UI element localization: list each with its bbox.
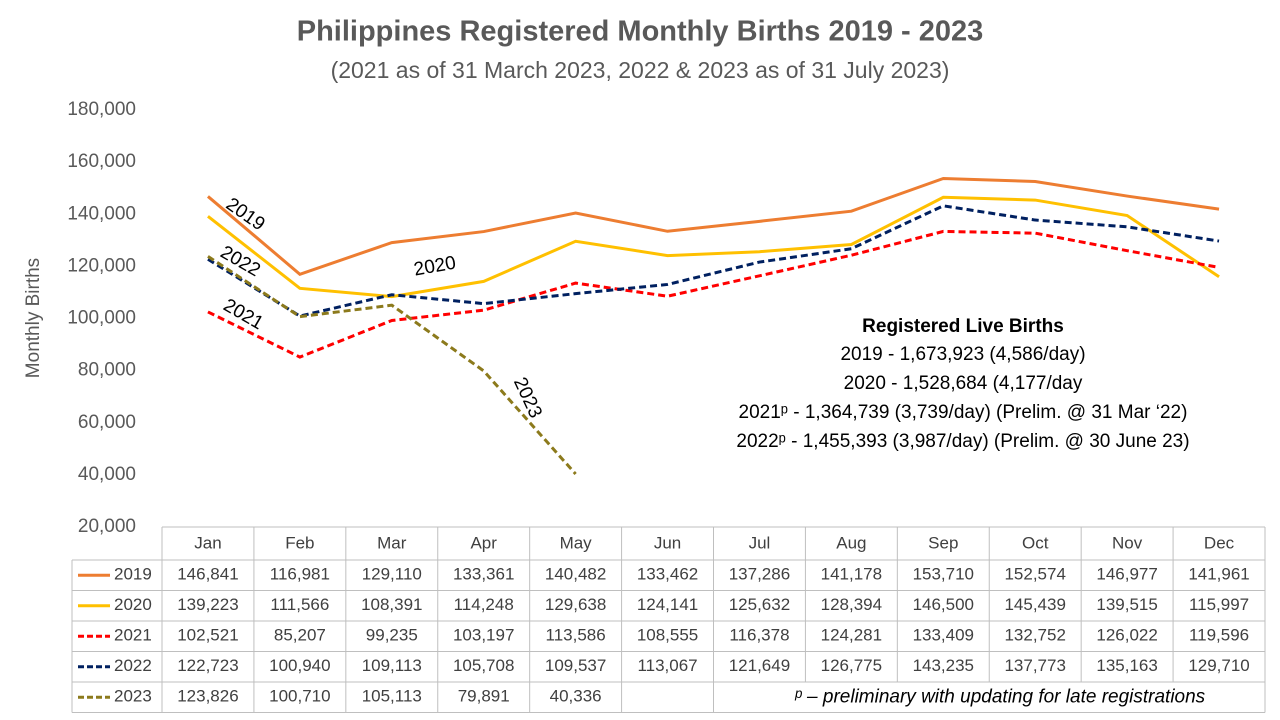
- table-value: 115,997: [1189, 595, 1249, 614]
- table-value: 116,378: [729, 626, 789, 645]
- legend-label: 2020: [114, 595, 152, 614]
- y-tick-label: 100,000: [67, 308, 136, 329]
- legend-label: 2023: [114, 687, 152, 706]
- x-tick-label: May: [560, 533, 593, 552]
- x-tick-label: Apr: [470, 533, 497, 552]
- table-value: 121,649: [729, 656, 790, 675]
- table-value: 126,022: [1096, 626, 1157, 645]
- table-value: 145,439: [1004, 595, 1065, 614]
- table-value: 129,110: [362, 565, 422, 584]
- chart-subtitle: (2021 as of 31 March 2023, 2022 & 2023 a…: [331, 57, 950, 83]
- legend-label: 2022: [114, 656, 152, 675]
- x-tick-label: Aug: [836, 533, 866, 552]
- table-value: 128,394: [821, 595, 882, 614]
- chart-title: Philippines Registered Monthly Births 20…: [297, 16, 984, 48]
- table-value: 146,500: [913, 595, 974, 614]
- table-value: 133,361: [453, 565, 514, 584]
- table-value: 129,710: [1188, 656, 1249, 675]
- table-value: 79,891: [458, 687, 510, 706]
- table-value: 100,940: [269, 656, 330, 675]
- table-value: 114,248: [454, 595, 514, 614]
- y-tick-label: 60,000: [78, 412, 136, 433]
- table-value: 111,566: [270, 595, 329, 614]
- series-line: [207, 255, 577, 475]
- table-value: 40,336: [550, 687, 602, 706]
- table-value: 132,752: [1004, 626, 1065, 645]
- table-value: 109,537: [545, 656, 606, 675]
- x-tick-label: Jan: [194, 533, 221, 552]
- y-tick-label: 120,000: [67, 255, 136, 276]
- table-value: 119,596: [1189, 626, 1249, 645]
- table-value: 123,826: [177, 687, 238, 706]
- table-value: 141,178: [821, 565, 882, 584]
- x-tick-label: Mar: [377, 533, 407, 552]
- table-value: 109,113: [362, 656, 422, 675]
- table-value: 125,632: [729, 595, 790, 614]
- table-value: 137,773: [1004, 656, 1065, 675]
- table-value: 135,163: [1096, 656, 1157, 675]
- table-value: 139,515: [1096, 595, 1157, 614]
- table-value: 99,235: [366, 626, 418, 645]
- x-tick-label: Jul: [749, 533, 771, 552]
- table-value: 124,281: [821, 626, 882, 645]
- x-tick-label: Nov: [1112, 533, 1143, 552]
- table-value: 153,710: [913, 565, 974, 584]
- table-value: 137,286: [729, 565, 790, 584]
- table-value: 126,775: [821, 656, 882, 675]
- table-value: 85,207: [274, 626, 326, 645]
- y-tick-label: 40,000: [78, 464, 136, 485]
- series-line: [206, 177, 1220, 276]
- table-value: 133,409: [913, 626, 974, 645]
- y-tick-label: 160,000: [67, 151, 136, 172]
- y-tick-label: 140,000: [67, 203, 136, 224]
- annotation-line: 2021ᵖ - 1,364,739 (3,739/day) (Prelim. @…: [739, 402, 1188, 423]
- annotation-line: 2022ᵖ - 1,455,393 (3,987/day) (Prelim. @…: [736, 431, 1189, 452]
- series-label: 2020: [412, 253, 457, 281]
- series-line: [207, 204, 1220, 318]
- table-value: 143,235: [913, 656, 974, 675]
- series-line: [207, 195, 1220, 299]
- table-value: 139,223: [177, 595, 238, 614]
- x-tick-label: Jun: [654, 533, 681, 552]
- table-value: 146,841: [177, 565, 238, 584]
- y-tick-label: 180,000: [67, 99, 136, 120]
- annotation-line: 2020 - 1,528,684 (4,177/day: [844, 373, 1083, 394]
- table-value: 124,141: [637, 595, 698, 614]
- table-value: 116,981: [270, 565, 330, 584]
- table-value: 100,710: [269, 687, 330, 706]
- legend-label: 2019: [114, 565, 152, 584]
- series-line: [207, 229, 1220, 359]
- x-tick-label: Oct: [1022, 533, 1049, 552]
- annotation-line: 2019 - 1,673,923 (4,586/day): [840, 344, 1085, 365]
- table-value: 108,555: [637, 626, 698, 645]
- table-value: 140,482: [545, 565, 606, 584]
- x-tick-label: Dec: [1204, 533, 1235, 552]
- annotation-title: Registered Live Births: [862, 316, 1064, 337]
- table-value: 133,462: [637, 565, 698, 584]
- table-value: 113,067: [637, 656, 697, 675]
- y-tick-label: 20,000: [78, 516, 136, 537]
- footnote: ᵖ – preliminary with updating for late r…: [794, 686, 1206, 707]
- series-label: 2022: [217, 242, 264, 281]
- series-label: 2023: [509, 374, 546, 421]
- y-axis-label: Monthly Births: [23, 258, 44, 378]
- table-value: 105,708: [453, 656, 514, 675]
- table-value: 122,723: [177, 656, 238, 675]
- table-value: 152,574: [1004, 565, 1065, 584]
- legend-label: 2021: [114, 626, 152, 645]
- table-value: 141,961: [1188, 565, 1249, 584]
- table-value: 103,197: [453, 626, 514, 645]
- x-tick-label: Feb: [285, 533, 314, 552]
- table-value: 129,638: [545, 595, 606, 614]
- x-tick-label: Sep: [928, 533, 958, 552]
- table-value: 105,113: [362, 687, 422, 706]
- table-value: 102,521: [177, 626, 238, 645]
- table-value: 113,586: [546, 626, 606, 645]
- table-value: 108,391: [361, 595, 422, 614]
- table-value: 146,977: [1096, 565, 1157, 584]
- y-tick-label: 80,000: [78, 360, 136, 381]
